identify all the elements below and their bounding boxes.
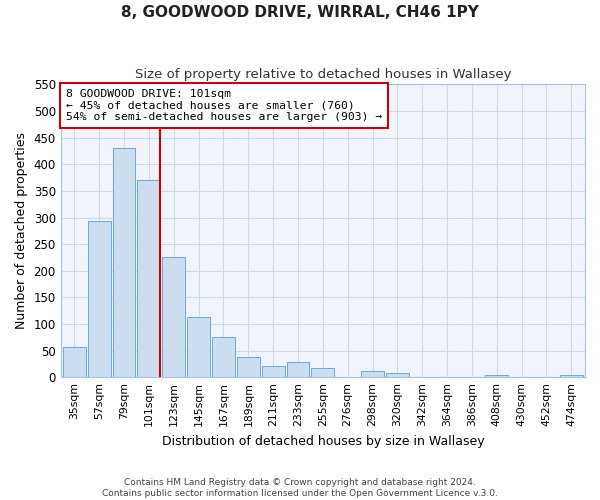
Bar	[63, 347, 86, 378]
Bar	[361, 372, 384, 378]
X-axis label: Distribution of detached houses by size in Wallasey: Distribution of detached houses by size …	[161, 434, 484, 448]
Bar	[212, 337, 235, 378]
Bar	[163, 257, 185, 378]
Bar	[113, 148, 136, 378]
Bar	[187, 317, 210, 378]
Bar	[311, 368, 334, 378]
Bar	[386, 372, 409, 378]
Text: Contains HM Land Registry data © Crown copyright and database right 2024.
Contai: Contains HM Land Registry data © Crown c…	[102, 478, 498, 498]
Title: Size of property relative to detached houses in Wallasey: Size of property relative to detached ho…	[134, 68, 511, 80]
Y-axis label: Number of detached properties: Number of detached properties	[15, 132, 28, 330]
Text: 8 GOODWOOD DRIVE: 101sqm
← 45% of detached houses are smaller (760)
54% of semi-: 8 GOODWOOD DRIVE: 101sqm ← 45% of detach…	[66, 89, 382, 122]
Bar	[560, 374, 583, 378]
Bar	[262, 366, 284, 378]
Bar	[137, 180, 160, 378]
Bar	[485, 374, 508, 378]
Text: 8, GOODWOOD DRIVE, WIRRAL, CH46 1PY: 8, GOODWOOD DRIVE, WIRRAL, CH46 1PY	[121, 5, 479, 20]
Bar	[88, 222, 110, 378]
Bar	[287, 362, 310, 378]
Bar	[237, 357, 260, 378]
